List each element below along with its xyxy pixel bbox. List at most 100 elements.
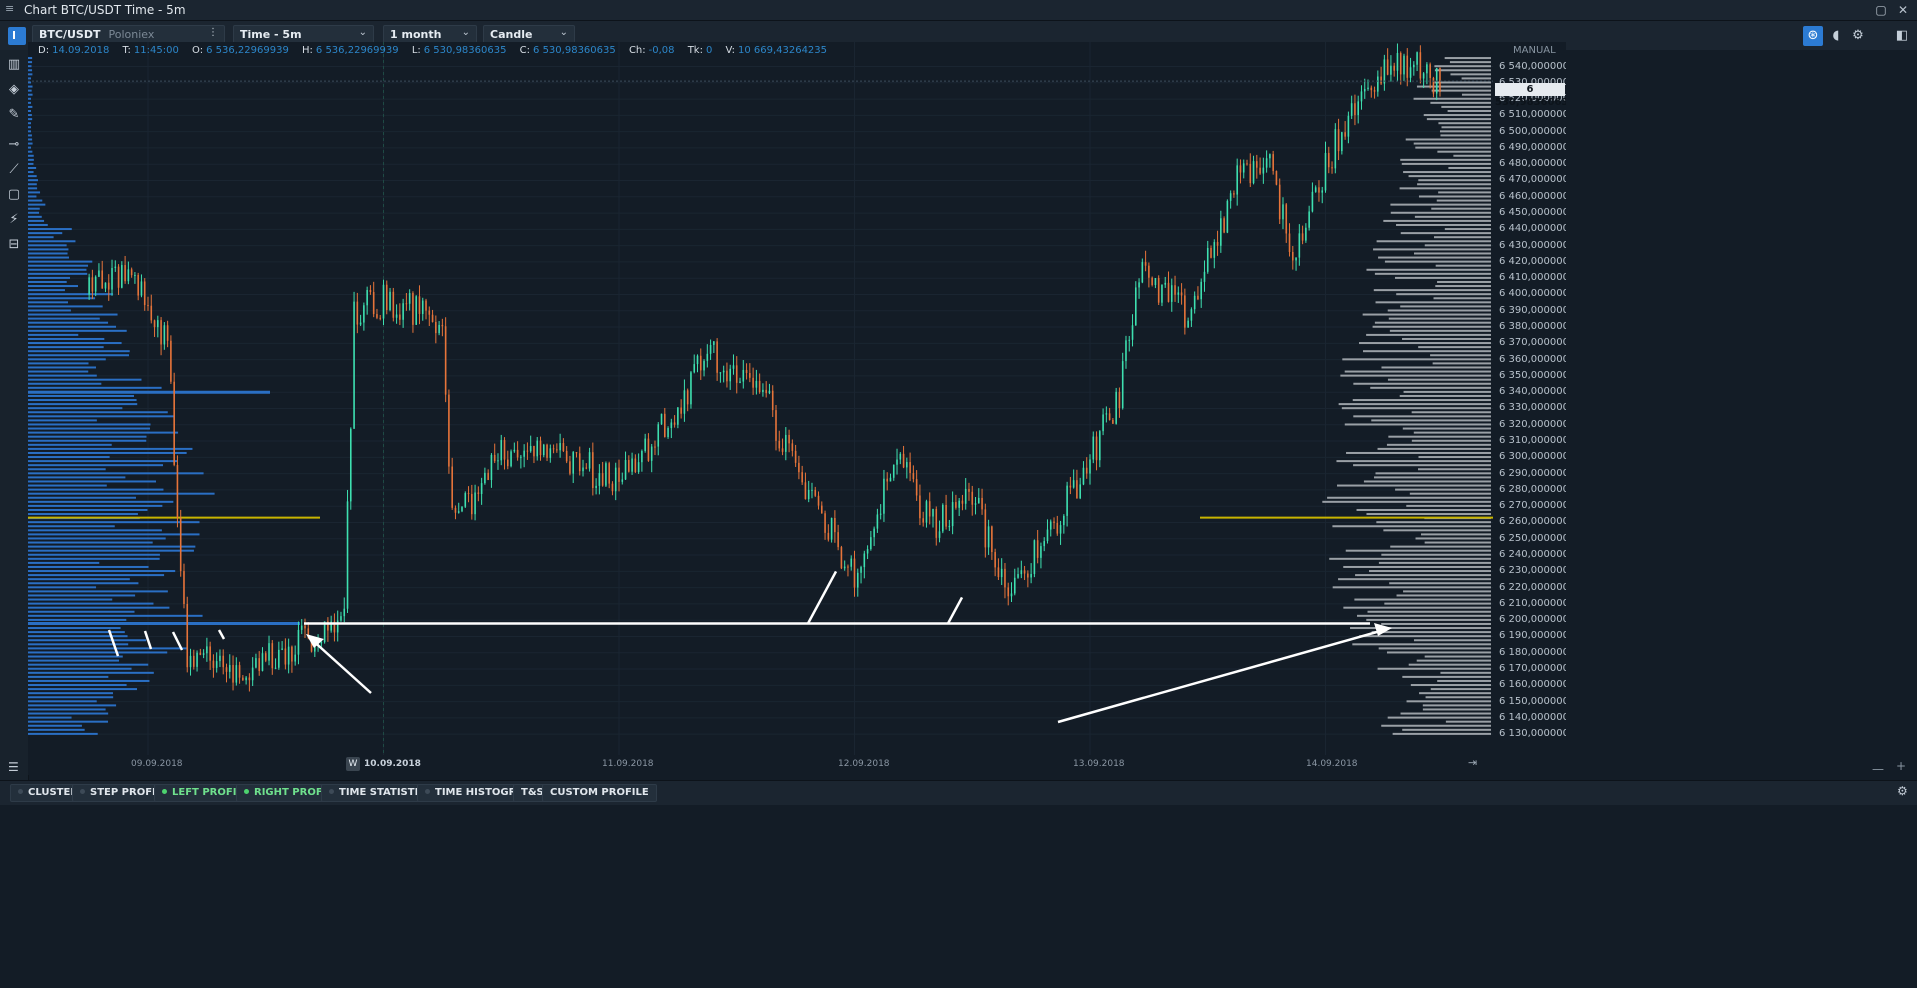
settings-icon[interactable]: ⚙	[1852, 28, 1864, 43]
candle-body	[1063, 515, 1065, 526]
price-tick-label: 6 440,00000000	[1499, 223, 1566, 235]
right-profile-bar	[1417, 468, 1491, 471]
right-profile-bar	[1437, 679, 1491, 682]
right-profile-bar	[1425, 696, 1491, 699]
price-tick-label: 6 460,00000000	[1499, 190, 1566, 202]
chart-settings-panel-icon[interactable]	[8, 27, 26, 45]
price-tick-label: 6 410,00000000	[1499, 272, 1566, 284]
candle-body	[997, 567, 1000, 578]
right-profile-bar	[1377, 447, 1491, 450]
candle-body	[1301, 233, 1304, 241]
right-profile-bar	[1343, 565, 1491, 568]
price-axis[interactable]: MANUAL 6 540,00000000 6 530,00000000 6 520…	[1493, 42, 1566, 755]
candle-body	[755, 380, 758, 388]
ohlc-high: 6 536,22969939	[315, 45, 399, 56]
candle-body	[1357, 101, 1360, 116]
trend-line-icon[interactable]: ⟋	[9, 162, 19, 177]
tab-left-profile[interactable]: LEFT PROFILE	[154, 784, 258, 802]
right-profile-bar	[1434, 236, 1491, 239]
candle-body	[520, 456, 522, 458]
time-axis[interactable]: W 09.09.2018 10.09.2018 11.09.2018 12.09…	[28, 755, 1493, 775]
scroll-to-end-icon[interactable]: ⇥	[1468, 756, 1478, 769]
right-profile-bar	[1371, 419, 1491, 422]
mouse-mode-icon[interactable]: ◖	[1832, 28, 1840, 43]
symbol-selector[interactable]: BTC/USDT Poloniex ⋮	[32, 25, 225, 45]
tab-custom-profile[interactable]: CUSTOM PROFILE	[542, 784, 657, 802]
plus-icon[interactable]: +	[1896, 759, 1907, 773]
left-profile-bar	[28, 476, 126, 479]
price-scale-mode[interactable]: MANUAL	[1513, 45, 1556, 56]
tab-status-dot	[80, 789, 85, 794]
timeframe-dropdown[interactable]: Time - 5m ⌄	[233, 25, 374, 45]
candle-body	[314, 645, 316, 652]
minus-icon[interactable]: —	[1872, 762, 1884, 776]
left-profile-bar	[28, 280, 67, 283]
candle-body	[866, 549, 869, 554]
price-tick-label: 6 220,00000000	[1499, 581, 1566, 593]
left-profile-bar	[28, 362, 89, 365]
window-menu-icon[interactable]: ≡	[5, 2, 15, 15]
left-profile-bar	[28, 570, 176, 573]
candle-body	[820, 505, 823, 514]
price-tick-label: 6 500,00000000	[1499, 125, 1566, 137]
left-profile-bar	[28, 57, 33, 60]
right-profile-bar	[1413, 639, 1491, 642]
candle-body	[1259, 167, 1261, 174]
candle-body	[889, 477, 892, 482]
tab-cluster[interactable]: CLUSTER	[10, 784, 87, 802]
candle-body	[1432, 77, 1435, 94]
layers-icon[interactable]: ◈	[9, 82, 19, 97]
right-profile-bar	[1375, 472, 1491, 475]
candle-body	[660, 413, 663, 425]
right-profile-bar	[1437, 150, 1491, 153]
candle-body	[255, 658, 257, 668]
left-profile-bar	[28, 488, 164, 491]
chart-canvas[interactable]	[28, 42, 1493, 755]
rectangle-icon[interactable]: ▢	[7, 187, 21, 202]
left-profile-bar	[28, 272, 88, 275]
candle-body	[186, 604, 189, 668]
left-profile-bar	[28, 325, 117, 328]
time-label: 13.09.2018	[1073, 759, 1125, 769]
ruler-icon[interactable]: ⊟	[8, 237, 20, 252]
fibonacci-icon[interactable]: ⚡	[9, 212, 19, 227]
close-icon[interactable]: ✕	[1897, 3, 1909, 17]
left-profile-bar	[28, 415, 175, 418]
list-icon[interactable]: ☰	[8, 760, 19, 774]
price-chart[interactable]	[28, 42, 1493, 755]
candle-body	[618, 467, 620, 482]
left-profile-bar	[28, 256, 69, 259]
candle-body	[686, 390, 689, 405]
tab-label: CLUSTER	[28, 787, 79, 798]
period-dropdown[interactable]: 1 month ⌄	[383, 25, 477, 45]
candle-body	[330, 621, 332, 631]
right-profile-bar	[1400, 158, 1491, 161]
maximize-icon[interactable]: ▢	[1875, 3, 1887, 17]
candle-body	[471, 493, 473, 515]
tab-step-profile[interactable]: STEP PROFILE	[72, 784, 177, 802]
left-profile-bar	[28, 114, 32, 117]
candle-body	[137, 274, 139, 296]
candle-body	[353, 301, 355, 429]
candle-body	[1197, 295, 1199, 300]
candle-body	[1190, 309, 1193, 321]
candle-body	[768, 390, 771, 394]
right-profile-bar	[1384, 602, 1491, 605]
candle-body	[1223, 218, 1225, 233]
candle-body	[1236, 165, 1238, 195]
candle-body	[644, 438, 646, 452]
candle-body	[1308, 211, 1310, 228]
settings-icon[interactable]: ⚙	[1897, 784, 1908, 798]
horizontal-line-icon[interactable]: ⊸	[8, 137, 20, 152]
auto-scale-icon[interactable]: ⊛	[1803, 26, 1823, 46]
candle-body	[749, 373, 751, 378]
right-profile-bar	[1370, 386, 1491, 389]
candle-body	[804, 482, 807, 500]
panel-toggle-icon[interactable]: ◧	[1895, 28, 1909, 43]
candle-body	[1354, 103, 1356, 116]
candle-body	[847, 566, 849, 568]
indicators-icon[interactable]: ▥	[7, 57, 21, 72]
candle-body	[150, 305, 153, 321]
left-profile-bar	[28, 337, 105, 340]
pencil-icon[interactable]: ✎	[8, 107, 20, 122]
